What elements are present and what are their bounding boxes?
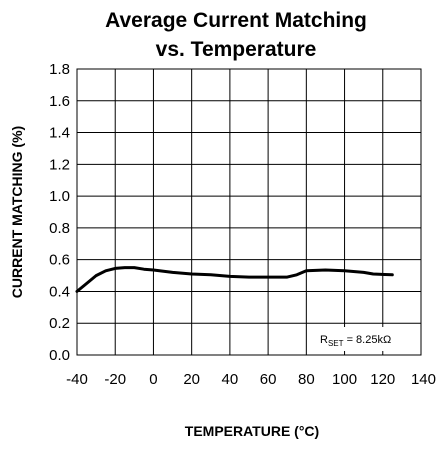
x-tick-label: 20 bbox=[183, 371, 200, 388]
y-axis-label: CURRENT MATCHING (%) bbox=[9, 126, 25, 298]
y-tick-label: 0.2 bbox=[49, 315, 70, 332]
x-tick-label: 100 bbox=[332, 371, 357, 388]
series-line bbox=[75, 266, 394, 293]
x-axis-label: TEMPERATURE (°C) bbox=[185, 423, 319, 439]
annotation-box: RSET = 8.25kΩ bbox=[315, 327, 419, 351]
y-tick-label: 1.0 bbox=[49, 188, 70, 205]
x-tick-label: 140 bbox=[411, 371, 436, 388]
y-tick-label: 0.4 bbox=[49, 283, 70, 300]
y-tick-label: 0.6 bbox=[49, 252, 70, 269]
y-tick-labels: 0.0 0.2 0.4 0.6 0.8 1.0 1.2 1.4 1.6 1.8 bbox=[49, 61, 70, 364]
x-tick-label: 0 bbox=[149, 371, 157, 388]
x-tick-label: 40 bbox=[222, 371, 239, 388]
annotation-background bbox=[315, 327, 419, 351]
annotation-subscript: SET bbox=[328, 339, 344, 348]
chart-title-line-2: vs. Temperature bbox=[155, 38, 317, 61]
y-tick-label: 1.6 bbox=[49, 93, 70, 110]
x-tick-label: 120 bbox=[370, 371, 395, 388]
annotation-base: R bbox=[320, 334, 328, 346]
y-tick-label: 0.8 bbox=[49, 220, 70, 237]
y-tick-label: 0.0 bbox=[49, 347, 70, 364]
x-tick-labels: -40 -20 0 20 40 60 80 100 120 140 bbox=[66, 371, 436, 388]
x-tick-label: 80 bbox=[298, 371, 315, 388]
y-tick-label: 1.8 bbox=[49, 61, 70, 78]
y-tick-label: 1.4 bbox=[49, 125, 70, 142]
y-tick-label: 1.2 bbox=[49, 156, 70, 173]
x-tick-label: 60 bbox=[260, 371, 277, 388]
x-tick-label: -40 bbox=[66, 371, 88, 388]
plot-frame bbox=[76, 68, 422, 356]
rset-annotation: RSET = 8.25kΩ bbox=[320, 334, 391, 348]
x-tick-label: -20 bbox=[104, 371, 126, 388]
grid-lines bbox=[76, 68, 422, 356]
annotation-rest: = 8.25kΩ bbox=[344, 334, 392, 346]
chart-title-line-1: Average Current Matching bbox=[105, 9, 367, 32]
